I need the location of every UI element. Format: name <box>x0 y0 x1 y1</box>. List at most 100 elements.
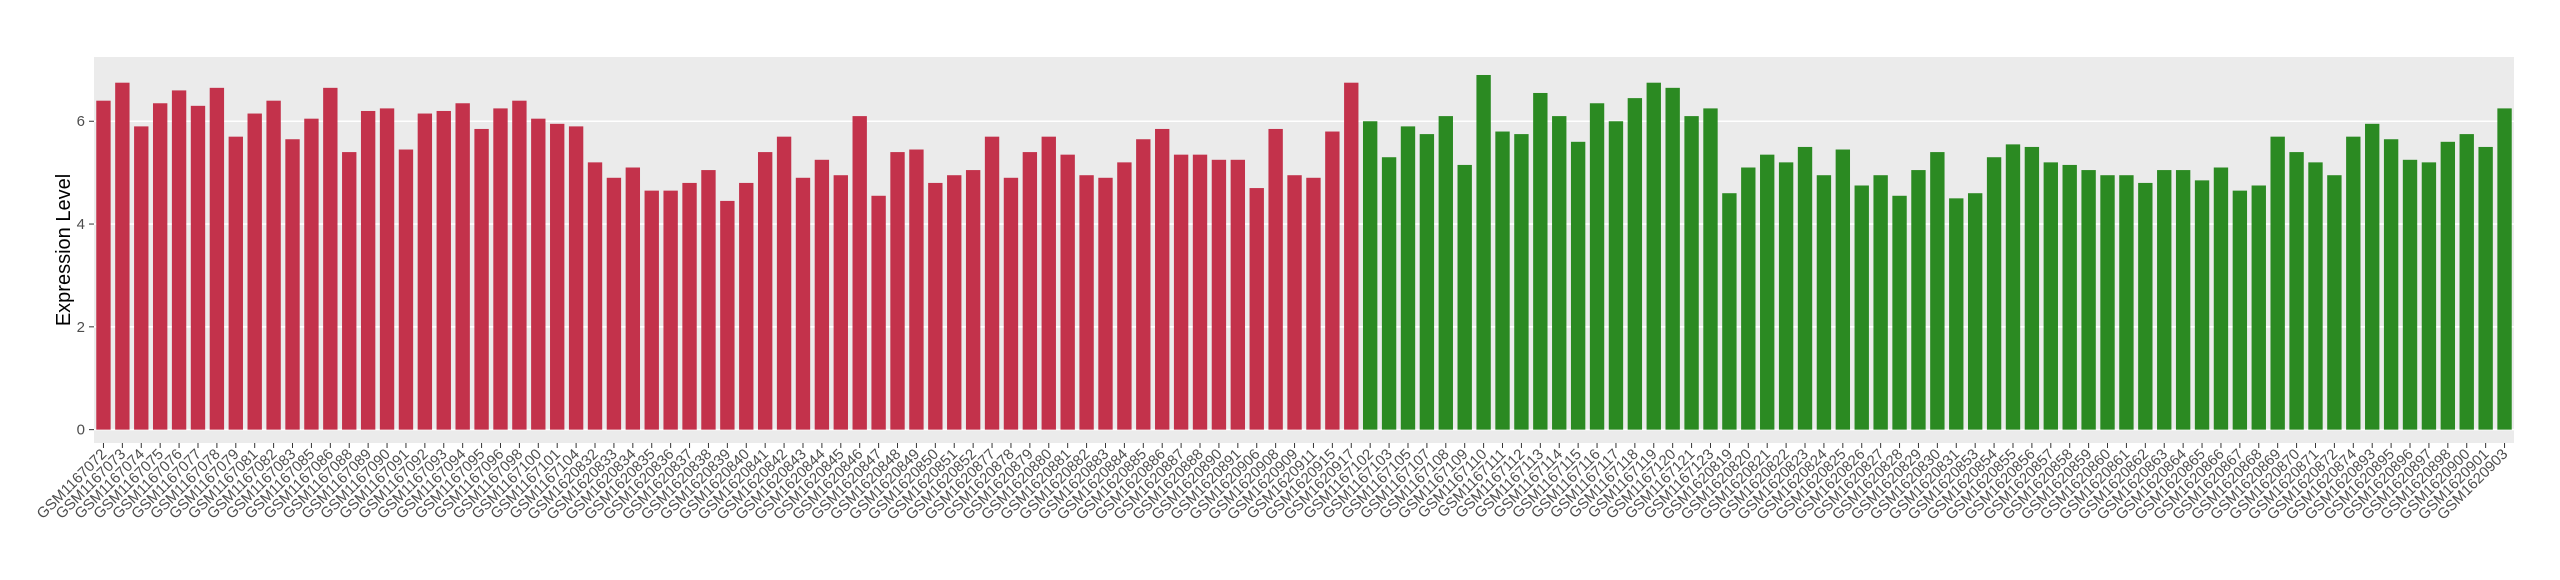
bar <box>398 149 414 430</box>
bar <box>2289 152 2304 430</box>
bar <box>1646 82 1661 430</box>
bar <box>152 103 168 430</box>
bar <box>285 139 300 430</box>
bar <box>682 182 697 430</box>
bar <box>1192 154 1208 430</box>
bar <box>1381 157 1397 430</box>
bar <box>379 108 395 430</box>
bar <box>323 87 338 430</box>
bar <box>2497 108 2512 430</box>
y-tick-label: 6 <box>77 113 85 130</box>
y-tick-label: 2 <box>77 319 85 336</box>
bar <box>852 116 867 430</box>
bar <box>1325 131 1340 430</box>
bar <box>115 82 130 430</box>
bar <box>2251 185 2266 430</box>
bar <box>209 87 225 430</box>
bar <box>587 162 603 430</box>
bar <box>1589 103 1605 430</box>
y-axis-title: Expression Level <box>53 174 75 326</box>
bar <box>228 136 243 430</box>
bar <box>2194 180 2210 430</box>
bar <box>2024 146 2040 430</box>
bar <box>1117 162 1132 430</box>
bar <box>568 126 584 430</box>
bar <box>2232 190 2248 430</box>
bar <box>909 149 924 430</box>
bar <box>2157 170 2172 430</box>
bar <box>1211 159 1227 430</box>
bar <box>1741 167 1756 430</box>
bar <box>1041 136 1056 430</box>
bar <box>134 126 149 430</box>
bar <box>1684 116 1699 430</box>
bar <box>833 175 848 430</box>
bar <box>1306 177 1321 430</box>
bar <box>1552 116 1567 430</box>
bar <box>2421 162 2437 430</box>
bar <box>342 152 357 430</box>
bar <box>644 190 659 430</box>
bar <box>984 136 1000 430</box>
bar <box>625 167 641 430</box>
bar <box>171 90 187 430</box>
bar <box>2308 162 2323 430</box>
bar <box>965 170 981 430</box>
bar <box>776 136 792 430</box>
bar <box>720 200 735 430</box>
bar <box>455 103 470 430</box>
bar <box>1136 139 1151 430</box>
bar <box>1797 146 1813 430</box>
bar <box>531 118 546 430</box>
bar <box>1495 131 1510 430</box>
bar <box>190 105 206 430</box>
bar <box>550 123 565 430</box>
bar <box>1287 175 1302 430</box>
y-tick-label: 4 <box>77 216 85 233</box>
bar <box>2478 146 2493 430</box>
bar <box>436 110 451 430</box>
bar <box>1438 116 1453 430</box>
bar <box>2005 144 2021 430</box>
bar <box>1155 128 1170 430</box>
bar <box>1476 74 1491 430</box>
bar <box>1835 149 1851 430</box>
bar <box>96 100 111 430</box>
bar <box>1400 126 1416 430</box>
bar <box>2138 182 2153 430</box>
bar <box>871 195 886 430</box>
bar <box>1778 162 1794 430</box>
bar <box>1060 154 1075 430</box>
bar <box>1816 175 1832 430</box>
bar <box>1533 92 1548 430</box>
bar <box>1703 108 1718 430</box>
bar <box>474 128 489 430</box>
bar <box>1949 198 1964 430</box>
bar <box>606 177 622 430</box>
bar <box>1665 87 1680 430</box>
bar <box>512 100 527 430</box>
bar <box>2062 164 2077 430</box>
bar <box>2402 159 2418 430</box>
bar <box>1911 170 1926 430</box>
bar <box>2175 170 2191 430</box>
bar <box>1173 154 1189 430</box>
bar <box>1098 177 1113 430</box>
bar <box>2100 175 2115 430</box>
bar <box>890 152 905 430</box>
bar <box>2081 170 2096 430</box>
bar <box>1627 98 1643 430</box>
bar <box>1457 164 1472 430</box>
bar <box>1722 193 1737 430</box>
bar <box>1079 175 1094 430</box>
bar <box>814 159 830 430</box>
bar <box>739 182 754 430</box>
bar <box>304 118 319 430</box>
bar <box>2270 136 2285 430</box>
bar <box>663 190 678 430</box>
bar <box>1570 141 1586 430</box>
bar <box>928 182 943 430</box>
bar <box>1986 157 2002 430</box>
bar <box>795 177 811 430</box>
y-tick-label: 0 <box>77 422 85 439</box>
